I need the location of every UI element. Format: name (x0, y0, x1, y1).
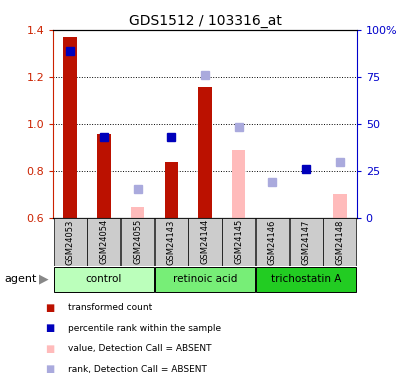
Bar (54, 267, 154, 292)
Text: GSM24054: GSM24054 (99, 219, 108, 264)
Text: agent: agent (4, 274, 36, 284)
Text: control: control (85, 274, 122, 284)
Text: GSM24143: GSM24143 (166, 219, 175, 265)
Text: ■: ■ (45, 323, 54, 333)
Text: value, Detection Call = ABSENT: value, Detection Call = ABSENT (67, 344, 211, 353)
Bar (164, 162, 178, 218)
Text: retinoic acid: retinoic acid (172, 274, 237, 284)
Bar (332, 194, 346, 217)
Text: GSM24145: GSM24145 (234, 219, 243, 264)
Text: ■: ■ (45, 303, 54, 312)
Title: GDS1512 / 103316_at: GDS1512 / 103316_at (128, 13, 281, 28)
Bar (323, 218, 355, 266)
Bar (54, 218, 86, 266)
Text: GSM24146: GSM24146 (267, 219, 276, 265)
Text: ■: ■ (45, 364, 54, 374)
Bar (188, 218, 221, 266)
Text: GSM24148: GSM24148 (335, 219, 344, 265)
Bar (130, 207, 144, 218)
Bar (198, 87, 211, 218)
Bar (63, 37, 77, 218)
Bar (97, 134, 110, 218)
Bar (121, 218, 154, 266)
Text: ■: ■ (45, 344, 54, 354)
Bar (154, 218, 187, 266)
Bar (255, 218, 288, 266)
Text: percentile rank within the sample: percentile rank within the sample (67, 324, 220, 333)
Text: GSM24053: GSM24053 (65, 219, 74, 265)
Bar (231, 150, 245, 217)
Text: ▶: ▶ (39, 273, 48, 286)
Text: trichostatin A: trichostatin A (270, 274, 340, 284)
Text: GSM24147: GSM24147 (301, 219, 310, 265)
Bar (154, 267, 255, 292)
Bar (255, 267, 355, 292)
Text: GSM24055: GSM24055 (133, 219, 142, 264)
Bar (289, 218, 322, 266)
Text: transformed count: transformed count (67, 303, 151, 312)
Text: rank, Detection Call = ABSENT: rank, Detection Call = ABSENT (67, 365, 206, 374)
Bar (222, 218, 255, 266)
Text: GSM24144: GSM24144 (200, 219, 209, 264)
Bar (87, 218, 120, 266)
